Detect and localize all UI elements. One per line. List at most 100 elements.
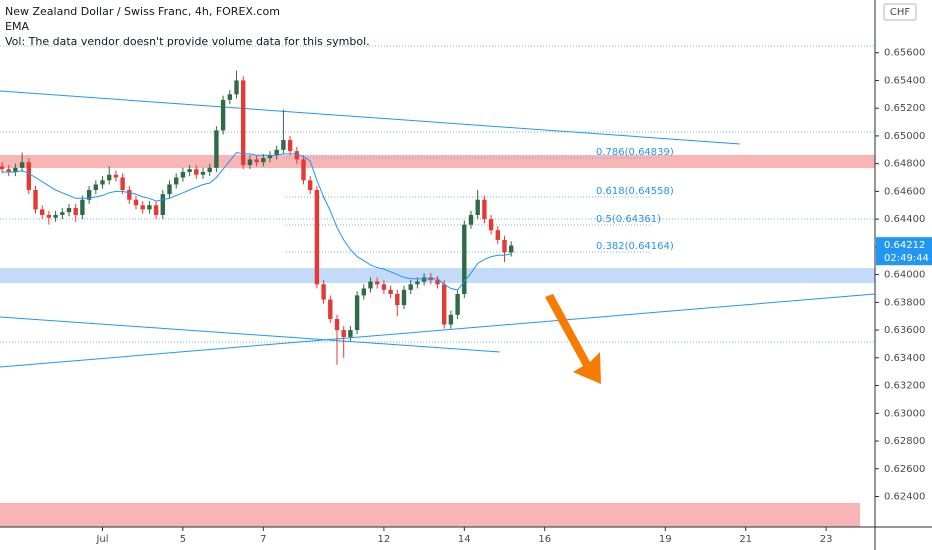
candle-body [408,284,413,290]
support-zone [0,268,875,283]
x-tick-label: 23 [820,534,833,545]
candle-body [381,284,387,290]
chart-title: New Zealand Dollar / Swiss Franc, 4h, FO… [5,5,280,18]
candle-body [160,194,166,215]
time-axis [0,527,932,550]
x-tick-label: 21 [739,534,752,545]
y-tick-label: 0.63000 [884,408,925,419]
x-tick-label: 12 [378,534,391,545]
candle-body [227,94,233,100]
candle-body [133,199,139,206]
candle-body [6,169,11,172]
candle-body [0,166,5,170]
y-tick-label: 0.65000 [884,131,925,142]
candle-body [153,205,159,215]
y-tick-label: 0.62600 [884,464,925,475]
axes: 0.65600 0.65400 0.65200 0.65000 0.64800 0.646… [95,48,932,545]
candle-body [281,140,286,150]
candle-body [80,199,85,215]
candle-body [274,149,279,156]
x-tick-label: 14 [458,534,471,545]
candle-body [267,155,273,159]
candle-body [174,177,179,185]
y-tick-label: 0.64800 [884,159,925,170]
candle-body [375,281,380,285]
fib-label: 0.786(0.64839) [596,147,674,158]
y-tick-label: 0.63800 [884,297,925,308]
candle-body [294,151,300,160]
candle-body [495,230,500,240]
trend-line [0,90,741,145]
candle-body [207,167,212,172]
candle-body [508,245,514,253]
fib-label: 0.382(0.64164) [596,241,674,252]
candle-body [33,189,38,210]
fib-label: 0.618(0.64558) [596,186,674,197]
candle-body [401,289,407,306]
candle-body [254,159,259,163]
candle-body [187,169,192,172]
trend-line [0,293,876,368]
candle-body [462,224,467,295]
candle-body [435,280,440,285]
candle-body [86,189,92,200]
candle-body [127,189,132,200]
y-tick-label: 0.64000 [884,270,925,281]
candle-body [66,208,72,213]
candle-body [348,330,353,338]
candle-body [421,277,427,282]
x-tick-label: Jul [95,534,108,545]
candle-body [140,205,145,210]
candle-body [388,289,393,295]
currency: CHF [890,7,911,18]
y-tick-label: 0.64600 [884,186,925,197]
candle-body [441,284,447,325]
candle-body [328,299,333,319]
candle-body [26,162,32,190]
countdown: 02:49:44 [884,253,929,264]
candle-body [73,208,78,215]
trend-line [0,316,501,353]
candle-body [40,209,45,215]
candle-body [19,162,25,168]
candle-body [120,177,125,190]
x-tick-label: 16 [538,534,551,545]
candle-body [321,284,326,300]
candle-body [415,281,420,285]
candle-body [147,205,152,210]
candle-body [354,295,360,331]
candle-body [13,167,18,172]
candle-body [361,288,367,296]
candle-body [220,99,226,131]
candle-body [301,159,306,181]
candle-body [482,199,487,220]
y-tick-label: 0.63200 [884,381,925,392]
candle-body [60,212,65,215]
y-tick-label: 0.65600 [884,48,925,59]
y-tick-label: 0.64400 [884,214,925,225]
candle-body [53,214,58,218]
y-tick-label: 0.63400 [884,353,925,364]
candle-body [194,169,199,175]
candle-body [180,171,186,178]
y-tick-label: 0.65200 [884,103,925,114]
candle-body [502,239,507,253]
currency-box [883,3,917,21]
price-axis [875,0,932,550]
marks [0,70,514,365]
last-price-box [876,237,932,266]
indicator: EMA [5,20,29,33]
x-tick-label: 7 [260,534,266,545]
candle-body [241,80,246,166]
candle-body [455,294,460,315]
ema-line [2,152,512,291]
candle-body [468,214,474,225]
x-tick-label: 5 [180,534,186,545]
lower-zone [0,503,860,527]
candle-body [200,171,206,175]
candle-body [488,219,494,231]
candle-body [341,330,346,338]
drawings: 0.786(0.64839) 0.618(0.64558) 0.5(0.6436… [0,45,876,527]
candle-body [214,130,219,168]
